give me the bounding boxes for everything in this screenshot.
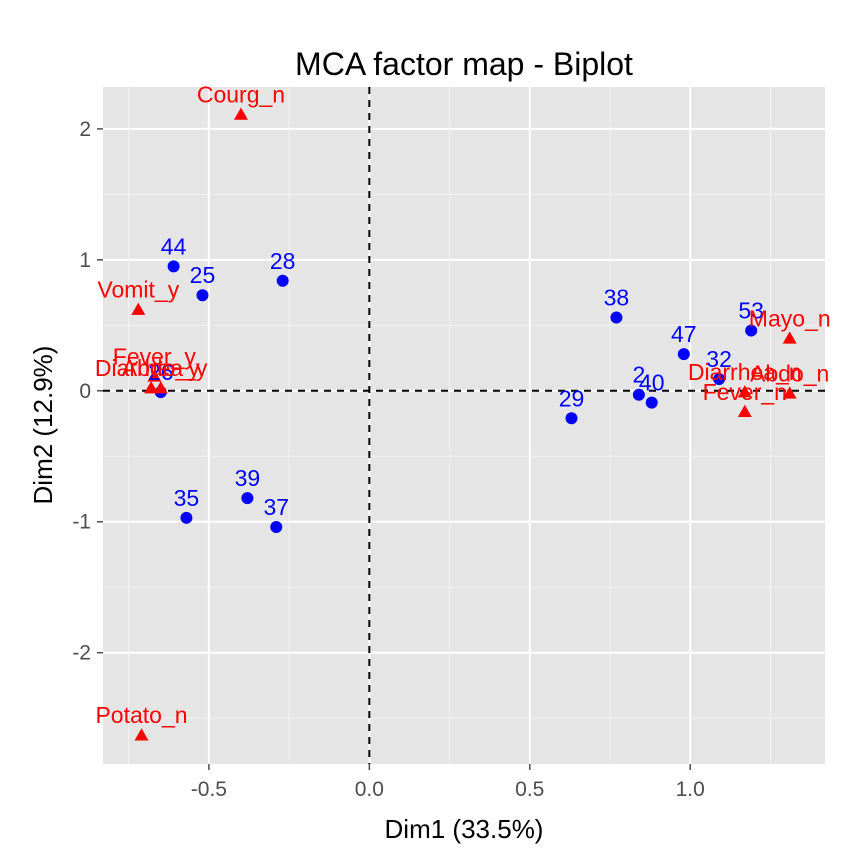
y-axis-title: Dim2 (12.9%) bbox=[28, 346, 58, 505]
category-point bbox=[233, 107, 248, 120]
grid-lines bbox=[103, 87, 825, 764]
x-tick-label: 0.5 bbox=[515, 778, 544, 801]
individual-label: 35 bbox=[174, 485, 200, 511]
category-label: Fever_n bbox=[703, 379, 787, 405]
x-axis-ticks: -0.5 0.0 0.5 1.0 bbox=[191, 764, 705, 801]
plot-panel bbox=[103, 87, 825, 764]
x-axis-title: Dim1 (33.5%) bbox=[385, 814, 544, 844]
individual-label: 38 bbox=[604, 284, 630, 310]
individual-point bbox=[677, 348, 690, 361]
category-label: Abdo_n bbox=[750, 360, 829, 386]
x-tick-label: 0.0 bbox=[355, 778, 384, 801]
individual-label: 25 bbox=[190, 262, 216, 288]
individual-label: 26 bbox=[148, 359, 174, 385]
individual-point bbox=[241, 492, 254, 505]
individual-point bbox=[632, 388, 645, 401]
individual-label: 37 bbox=[263, 494, 289, 520]
individual-point bbox=[167, 260, 180, 273]
category-label: Diarrhea_y bbox=[95, 355, 208, 381]
category-point bbox=[134, 728, 149, 741]
individual-point bbox=[745, 324, 758, 337]
individual-label: 28 bbox=[270, 248, 296, 274]
category-point bbox=[782, 386, 797, 399]
category-point bbox=[144, 381, 159, 394]
individual-point bbox=[270, 520, 283, 533]
individual-point bbox=[645, 396, 658, 409]
y-tick-label: 2 bbox=[79, 118, 91, 141]
individual-point bbox=[713, 373, 726, 386]
data-marks bbox=[131, 107, 797, 741]
individual-label: 39 bbox=[235, 465, 261, 491]
individual-label: 53 bbox=[738, 298, 764, 324]
category-point bbox=[131, 302, 146, 315]
chart-title: MCA factor map - Biplot bbox=[295, 46, 633, 82]
category-label: Courg_n bbox=[197, 81, 285, 107]
x-tick-label: 1.0 bbox=[676, 778, 705, 801]
y-tick-label: 0 bbox=[79, 380, 91, 403]
x-tick-label: -0.5 bbox=[191, 778, 227, 801]
individual-point bbox=[610, 311, 623, 324]
individual-label: 44 bbox=[161, 233, 187, 259]
y-tick-label: -2 bbox=[72, 642, 91, 665]
y-tick-label: -1 bbox=[72, 511, 91, 534]
category-label: Mayo_n bbox=[749, 305, 831, 331]
individual-label: 29 bbox=[559, 385, 585, 411]
y-tick-label: 1 bbox=[79, 249, 91, 272]
category-point bbox=[737, 404, 752, 418]
category-point bbox=[737, 385, 752, 398]
category-point bbox=[782, 331, 797, 344]
reference-lines bbox=[103, 87, 825, 764]
individual-label: 32 bbox=[706, 346, 732, 372]
category-label: Fever_y bbox=[113, 343, 197, 369]
category-label: Diarrhea_n bbox=[688, 359, 802, 385]
y-axis-ticks: -2 -1 0 1 2 bbox=[72, 118, 103, 665]
category-point bbox=[153, 381, 168, 394]
category-label: Abdo_y bbox=[122, 355, 201, 381]
individual-point bbox=[565, 412, 578, 425]
category-point bbox=[147, 369, 162, 382]
individual-point bbox=[180, 511, 193, 524]
individual-label: 47 bbox=[671, 321, 697, 347]
individual-label: 40 bbox=[639, 370, 665, 396]
category-label: Potato_n bbox=[95, 702, 187, 728]
category-label: Vomit_y bbox=[97, 277, 179, 303]
individual-label: 2 bbox=[632, 362, 645, 388]
individual-point bbox=[196, 289, 209, 302]
individual-point bbox=[276, 274, 289, 287]
